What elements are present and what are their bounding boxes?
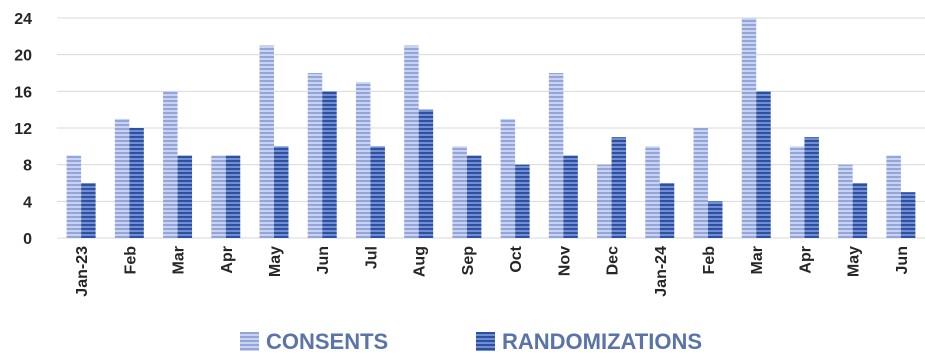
x-tick-label: Jun	[315, 246, 332, 274]
y-tick-label: 4	[23, 194, 32, 211]
y-axis-ticks: 0 4 8 12 16 20 24	[14, 11, 32, 248]
bar-consents-10	[548, 73, 564, 238]
x-tick-label: Mar	[171, 246, 188, 274]
bar-consents-7	[404, 45, 419, 238]
gridlines	[57, 17, 925, 239]
y-tick-label: 12	[14, 121, 32, 138]
bar-consents-3	[211, 155, 226, 238]
bar-randomizations-14	[756, 91, 771, 238]
bar-consents-11	[597, 164, 612, 238]
y-tick-label: 24	[14, 11, 32, 28]
x-tick-label: Jan-24	[653, 246, 670, 297]
bar-randomizations-12	[659, 183, 675, 238]
bar-randomizations-1	[129, 128, 144, 238]
bar-consents-9	[500, 118, 516, 238]
bar-consents-12	[645, 146, 660, 238]
x-tick-label: Sep	[460, 246, 477, 276]
legend-swatch-consents	[240, 332, 259, 351]
bar-consents-1	[114, 118, 130, 238]
legend-swatch-randomizations	[476, 332, 495, 351]
bar-consents-4	[259, 45, 274, 238]
x-tick-label: May	[267, 246, 284, 277]
x-tick-label: Jan-23	[74, 246, 91, 297]
bar-consents-13	[693, 128, 708, 238]
x-tick-label: Jun	[894, 246, 911, 274]
x-tick-label: Dec	[605, 246, 622, 275]
bar-randomizations-11	[611, 137, 627, 238]
bar-randomizations-8	[466, 155, 482, 238]
bar-consents-5	[307, 73, 323, 238]
y-tick-label: 8	[23, 158, 32, 175]
x-axis-ticks: Jan-23 Feb Mar Apr May Jun Jul Aug Sep Oct Nov Dec J…	[74, 245, 911, 296]
x-tick-label: Mar	[749, 246, 766, 274]
y-tick-label: 0	[23, 231, 32, 248]
y-tick-label: 20	[14, 48, 32, 65]
bar-randomizations-6	[370, 146, 385, 238]
bar-randomizations-15	[804, 137, 819, 238]
bar-randomizations-4	[274, 146, 289, 238]
bar-consents-17	[886, 155, 901, 238]
bar-randomizations-17	[900, 192, 916, 238]
bar-randomizations-5	[322, 91, 337, 238]
bar-consents-15	[789, 146, 805, 238]
legend: CONSENTS RANDOMIZATIONS	[240, 329, 702, 354]
x-tick-label: Nov	[556, 246, 573, 276]
bar-consents-2	[163, 91, 178, 238]
bar-randomizations-10	[563, 155, 578, 238]
bars	[66, 18, 916, 239]
bar-randomizations-7	[418, 109, 434, 239]
x-tick-label: Feb	[701, 246, 718, 275]
x-tick-label: Feb	[122, 246, 139, 275]
legend-label-randomizations: RANDOMIZATIONS	[502, 329, 702, 354]
legend-label-consents: CONSENTS	[266, 329, 388, 354]
bar-consents-6	[355, 82, 371, 239]
bar-randomizations-16	[852, 183, 868, 238]
bar-consents-8	[452, 146, 467, 238]
x-tick-label: Apr	[797, 246, 814, 274]
bar-randomizations-13	[708, 201, 723, 238]
y-tick-label: 16	[14, 84, 32, 101]
x-tick-label: Aug	[412, 246, 429, 277]
bar-consents-0	[66, 155, 82, 238]
bar-randomizations-3	[225, 155, 241, 238]
bar-consents-16	[838, 164, 853, 238]
bar-randomizations-2	[177, 155, 193, 238]
x-tick-label: May	[846, 246, 863, 277]
bar-consents-14	[741, 18, 757, 238]
x-tick-label: Apr	[219, 246, 236, 274]
x-tick-label: Oct	[508, 245, 525, 272]
x-tick-label: Jul	[363, 246, 380, 269]
bar-randomizations-0	[81, 183, 96, 238]
bar-randomizations-9	[515, 164, 530, 238]
